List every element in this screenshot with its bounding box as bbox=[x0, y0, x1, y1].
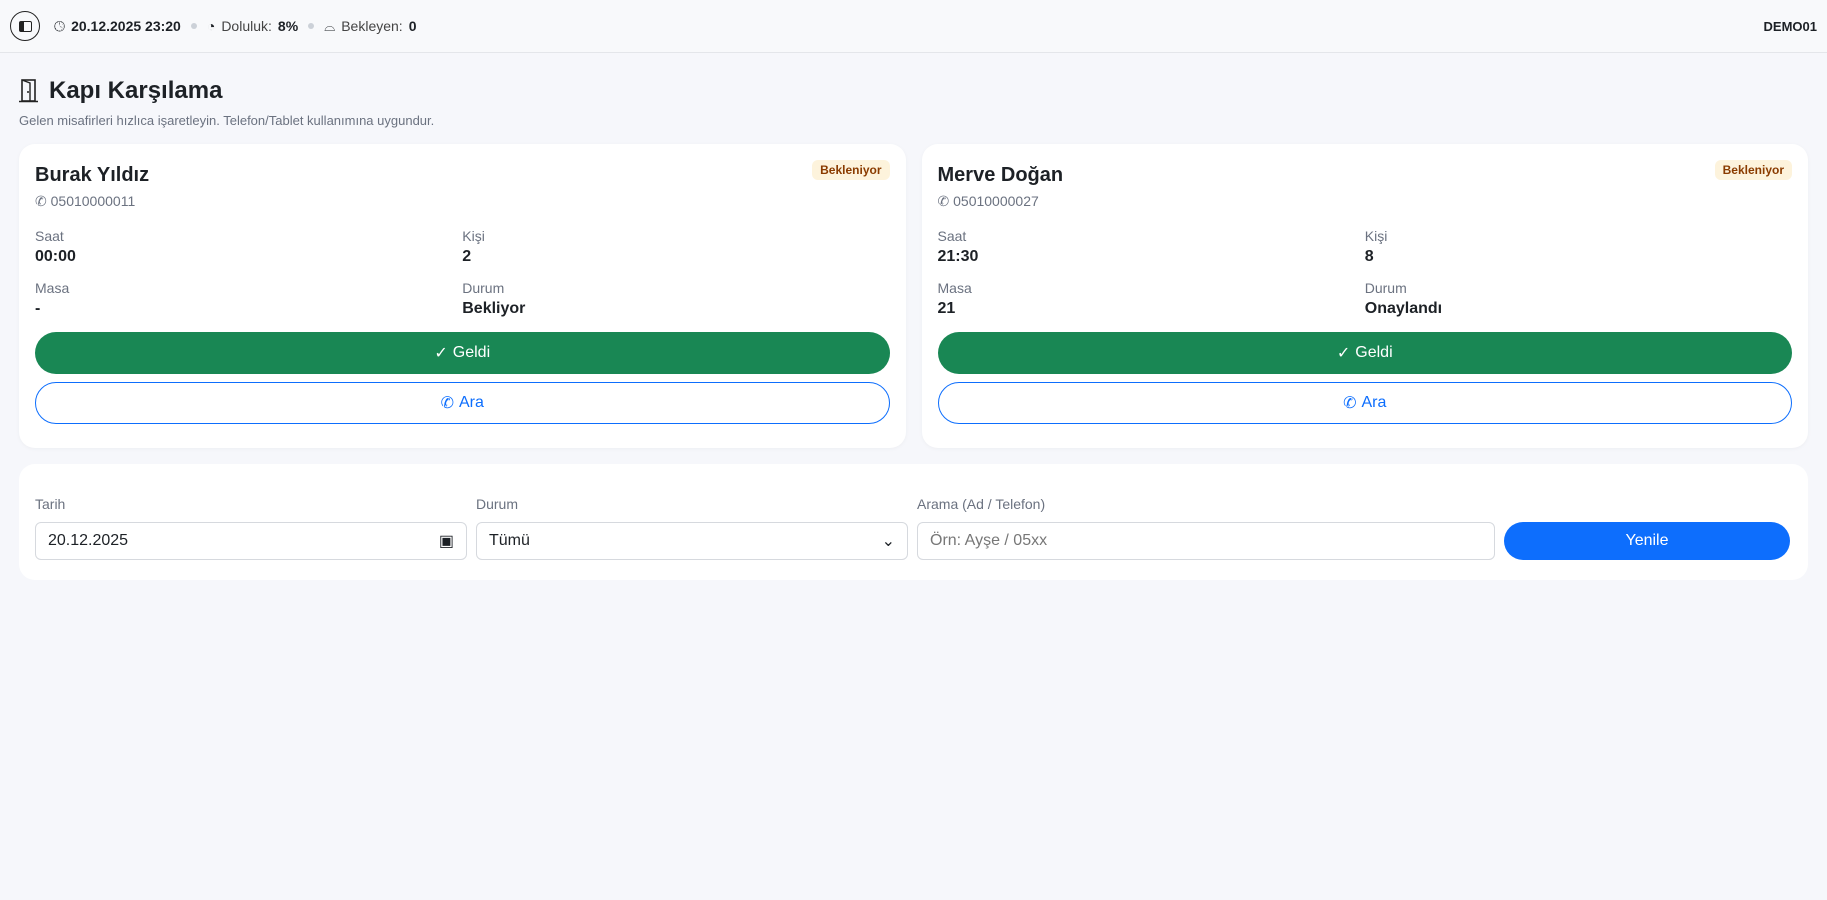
status-select-value: Tümü bbox=[489, 532, 530, 549]
table-value: 21 bbox=[937, 300, 956, 317]
time-label: Saat bbox=[35, 228, 64, 244]
waiting-label: Bekleyen: bbox=[341, 18, 403, 34]
filter-panel: Tarih 20.12.2025 ▣ Durum Tümü ⌄ Arama (Ad … bbox=[19, 464, 1808, 580]
time-value: 00:00 bbox=[35, 248, 76, 265]
phone-icon: ✆ bbox=[35, 193, 47, 209]
status-select[interactable]: Tümü ⌄ bbox=[476, 522, 908, 560]
page-title: Kapı Karşılama bbox=[19, 77, 1808, 105]
search-placeholder: Örn: Ayşe / 05xx bbox=[930, 532, 1048, 549]
user-name[interactable]: DEMO01 bbox=[1763, 18, 1817, 34]
people-value: 2 bbox=[462, 248, 472, 265]
occupancy-label: Doluluk: bbox=[221, 18, 272, 34]
check-circle-icon: ✓ bbox=[434, 345, 448, 362]
guest-phone: ✆ 05010000011 bbox=[35, 193, 890, 210]
guest-name: Merve Doğan bbox=[937, 164, 1064, 186]
date-value: 20.12.2025 bbox=[48, 532, 129, 549]
phone-icon: ✆ bbox=[937, 193, 950, 209]
refresh-button[interactable]: Yenile bbox=[1504, 522, 1790, 560]
phone-number: 05010000027 bbox=[953, 193, 1039, 209]
status-value: Onaylandı bbox=[1364, 300, 1443, 317]
waiting-value: 0 bbox=[408, 18, 417, 34]
reservation-card: Burak Yıldız Bekleniyor ✆ 05010000011 Sa… bbox=[19, 144, 906, 448]
status-label: Durum bbox=[462, 280, 505, 296]
chevron-down-icon: ⌄ bbox=[881, 533, 895, 550]
phone-outgoing-icon: ✆ bbox=[440, 395, 454, 412]
arrived-button[interactable]: ✓ Geldi bbox=[937, 332, 1792, 374]
guest-phone: ✆ 05010000027 bbox=[938, 193, 1793, 210]
table-label: Masa bbox=[35, 280, 70, 296]
date-label: Tarih bbox=[35, 496, 66, 512]
occupancy-value: 8% bbox=[277, 18, 299, 34]
door-icon bbox=[19, 79, 38, 103]
search-input[interactable]: Örn: Ayşe / 05xx bbox=[917, 522, 1495, 560]
people-label: Kişi bbox=[462, 228, 485, 244]
sidebar-toggle-button[interactable] bbox=[10, 11, 40, 41]
check-circle-icon: ✓ bbox=[1336, 345, 1351, 362]
separator bbox=[308, 23, 315, 29]
arrived-label: Geldi bbox=[1355, 344, 1393, 361]
call-button[interactable]: ✆ Ara bbox=[937, 382, 1792, 424]
time-value: 21:30 bbox=[937, 248, 979, 265]
people-label: Kişi bbox=[1364, 228, 1388, 244]
table-label: Masa bbox=[937, 280, 972, 296]
datetime: 20.12.2025 23:20 bbox=[71, 18, 181, 34]
calendar-icon[interactable]: ▣ bbox=[438, 533, 454, 550]
status-badge: Bekleniyor bbox=[812, 160, 890, 180]
call-label: Ara bbox=[459, 394, 484, 411]
arrived-label: Geldi bbox=[452, 344, 491, 361]
status-filter-label: Durum bbox=[476, 496, 519, 512]
date-input[interactable]: 20.12.2025 ▣ bbox=[35, 522, 467, 560]
table-value: - bbox=[35, 300, 41, 317]
phone-number: 05010000011 bbox=[50, 193, 136, 209]
status-badge: Bekleniyor bbox=[1714, 160, 1792, 180]
phone-outgoing-icon: ✆ bbox=[1343, 395, 1357, 412]
arrived-button[interactable]: ✓ Geldi bbox=[35, 332, 890, 374]
call-label: Ara bbox=[1361, 394, 1387, 411]
pie-chart-icon: ◔ bbox=[206, 18, 216, 34]
call-button[interactable]: ✆ Ara bbox=[35, 382, 890, 424]
page-title-text: Kapı Karşılama bbox=[49, 77, 223, 104]
car-icon: ⌓ bbox=[324, 17, 336, 34]
topbar: 🕓︎ 20.12.2025 23:20 ◔ Doluluk: 8% ⌓ Bekl… bbox=[0, 0, 1827, 53]
reservation-card: Merve Doğan Bekleniyor ✆ 05010000027 Saa… bbox=[921, 144, 1808, 448]
separator bbox=[190, 23, 197, 29]
status-value: Bekliyor bbox=[462, 300, 526, 317]
sidebar-icon bbox=[18, 20, 32, 32]
page-subtitle: Gelen misafirleri hızlıca işaretleyin. T… bbox=[19, 113, 435, 128]
guest-name: Burak Yıldız bbox=[35, 164, 150, 186]
search-label: Arama (Ad / Telefon) bbox=[917, 496, 1046, 512]
status-label: Durum bbox=[1364, 280, 1407, 296]
clock-icon: 🕓︎ bbox=[54, 17, 66, 34]
people-value: 8 bbox=[1364, 248, 1374, 265]
time-label: Saat bbox=[937, 228, 967, 244]
